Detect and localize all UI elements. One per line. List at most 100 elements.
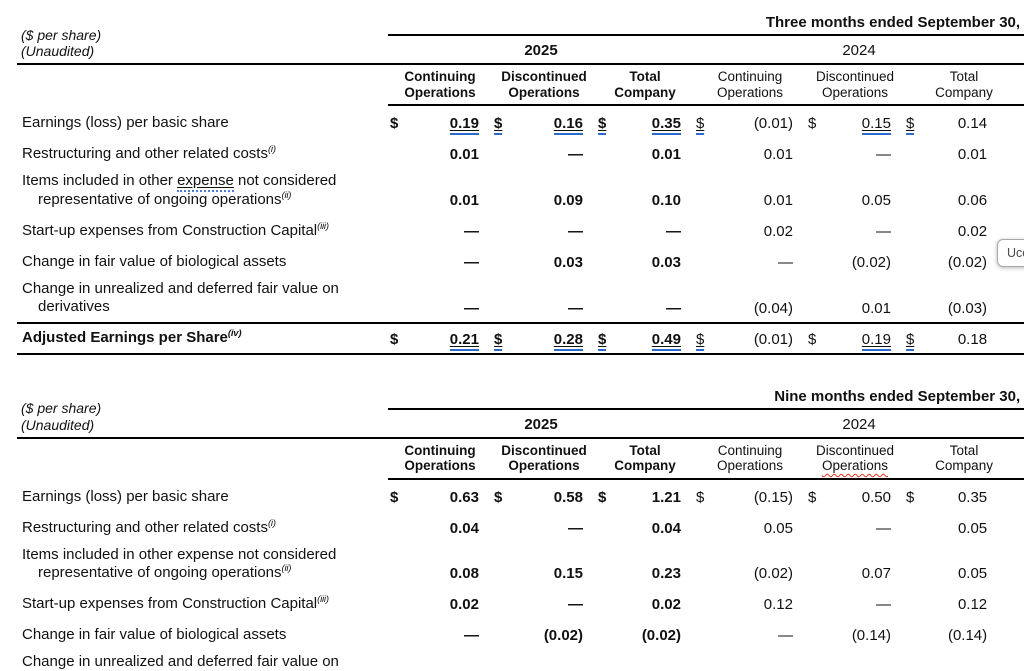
currency-cell: [596, 618, 616, 649]
row-label-text: Restructuring and other related costs(i): [22, 518, 388, 537]
currency-cell: $: [596, 479, 616, 511]
currency-cell: [806, 245, 826, 276]
row-label-text: Earnings (loss) per basic share: [22, 114, 388, 132]
value-text: —: [666, 299, 681, 317]
footnote-marker: (iii): [317, 594, 329, 606]
value-cell: 0.01: [616, 137, 694, 168]
value-text: 0.19: [861, 330, 891, 351]
currency-cell: [388, 168, 410, 214]
row-label-main: Change in fair value of biological asset…: [22, 626, 287, 644]
value-cell: 0.03: [514, 245, 596, 276]
currency-cell: [806, 276, 826, 323]
value-cell: (0.02): [826, 245, 904, 276]
value-text: 0.23: [651, 565, 681, 583]
column-header: Total Company: [596, 437, 694, 480]
currency-cell: [806, 618, 826, 649]
column-header: Discontinued Operations: [806, 64, 904, 107]
value-text: 0.01: [449, 146, 479, 164]
value-text: —: [876, 222, 891, 240]
value-text: 0.15: [861, 115, 891, 136]
value-cell: —: [826, 214, 904, 245]
currency-cell: [694, 649, 716, 671]
currency-cell: [492, 542, 514, 588]
currency-cell: [694, 542, 716, 588]
table-title: Three months ended September 30,: [388, 12, 1024, 36]
column-header-word: Operations: [404, 84, 476, 100]
value-text: —: [568, 146, 583, 164]
three-months-table: ($ per share) (Unaudited) Three months end…: [17, 12, 1024, 355]
footnote-marker: (iv): [227, 328, 242, 340]
value-cell: 0.14: [926, 105, 1024, 137]
row-label-main: Items included in other expense not cons…: [22, 545, 337, 582]
currency-cell: $: [388, 479, 410, 511]
value-cell: (0.01): [716, 105, 806, 137]
dollar-sign: $: [598, 330, 607, 351]
value-text: 0.12: [763, 596, 793, 614]
dollar-sign: $: [390, 330, 399, 348]
row-label-main: Adjusted Earnings per Share: [22, 329, 228, 347]
currency-cell: [694, 137, 716, 168]
editor-suggestion-tooltip[interactable]: Ucc: [997, 239, 1024, 267]
column-header-word: Discontinued: [815, 69, 895, 84]
value-text: (0.01): [753, 115, 793, 133]
value-cell: (0.14): [926, 618, 1024, 649]
currency-cell: [596, 276, 616, 323]
value-text: (0.02): [753, 565, 793, 583]
value-text: —: [876, 146, 891, 164]
currency-cell: $: [596, 105, 616, 137]
value-text: 0.03: [651, 253, 681, 271]
value-text: (0.01): [753, 330, 793, 348]
currency-cell: [492, 214, 514, 245]
value-cell: —: [514, 511, 596, 542]
column-header-word: Continuing: [717, 69, 783, 84]
value-cell: (0.02): [514, 618, 596, 649]
value-text: 0.15: [553, 565, 583, 583]
currency-cell: $: [492, 321, 514, 355]
value-cell: 0.02: [926, 214, 1024, 245]
row-label-text: Change in fair value of biological asset…: [22, 253, 388, 271]
currency-cell: [694, 276, 716, 323]
currency-cell: $: [694, 321, 716, 355]
currency-cell: [596, 245, 616, 276]
dollar-sign: $: [808, 330, 817, 348]
value-cell: 0.58: [514, 479, 596, 511]
row-label-text: Change in unrealized and deferred fair v…: [22, 280, 388, 317]
row-label-main: Earnings (loss) per basic share: [22, 487, 229, 505]
dollar-sign: $: [808, 115, 817, 133]
value-cell: —: [410, 649, 492, 671]
column-header-word: Total: [629, 69, 661, 84]
year-header-2025: 2025: [388, 35, 694, 65]
value-text: 0.16: [553, 115, 583, 136]
currency-cell: $: [904, 479, 926, 511]
dollar-sign: $: [598, 488, 607, 506]
table-title: Nine months ended September 30,: [388, 385, 1024, 410]
currency-cell: [904, 276, 926, 323]
meta-line-1: ($ per share): [21, 26, 102, 43]
value-cell: —: [716, 245, 806, 276]
value-cell: 0.07: [826, 542, 904, 588]
currency-cell: [806, 649, 826, 671]
currency-cell: [596, 168, 616, 214]
value-cell: —: [514, 137, 596, 168]
value-text: (0.02): [543, 627, 583, 645]
currency-cell: $: [694, 479, 716, 511]
value-cell: 0.19: [410, 105, 492, 137]
currency-cell: [388, 649, 410, 671]
value-text: 0.18: [957, 330, 988, 348]
value-cell: 0.28: [514, 321, 596, 355]
value-cell: (0.14): [826, 618, 904, 649]
value-cell: 1.21: [616, 479, 694, 511]
value-cell: —: [826, 511, 904, 542]
currency-cell: [596, 214, 616, 245]
value-cell: 0.04: [616, 511, 694, 542]
row-label-text: Restructuring and other related costs(i): [22, 145, 388, 163]
value-cell: 0.01: [826, 276, 904, 323]
value-text: 0.28: [553, 330, 583, 351]
value-text: —: [464, 627, 479, 645]
value-cell: 0.18: [926, 321, 1024, 355]
meta-line-1: ($ per share): [21, 400, 102, 417]
value-text: 0.01: [449, 191, 479, 209]
nine-months-table: ($ per share) (Unaudited) Nine months ende…: [17, 385, 1024, 671]
dollar-sign: $: [494, 115, 503, 136]
value-text: 0.01: [763, 146, 793, 164]
